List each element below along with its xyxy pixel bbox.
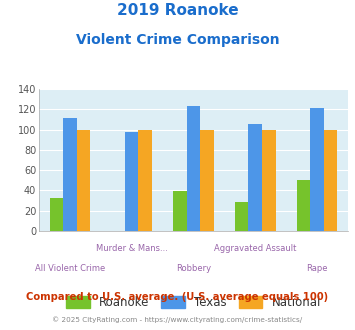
Legend: Roanoke, Texas, National: Roanoke, Texas, National (61, 291, 326, 313)
Bar (77, 130, 90, 231)
Text: 2019 Roanoke: 2019 Roanoke (117, 3, 238, 18)
Bar (324, 130, 337, 231)
Text: © 2025 CityRating.com - https://www.cityrating.com/crime-statistics/: © 2025 CityRating.com - https://www.city… (53, 317, 302, 323)
Text: Compared to U.S. average. (U.S. average equals 100): Compared to U.S. average. (U.S. average … (26, 292, 329, 302)
Bar (50, 198, 63, 231)
Bar (138, 130, 152, 231)
Bar (187, 106, 200, 231)
Bar (297, 180, 310, 231)
Text: All Violent Crime: All Violent Crime (35, 264, 105, 273)
Bar (262, 130, 275, 231)
Bar (173, 191, 187, 231)
Text: Aggravated Assault: Aggravated Assault (214, 244, 296, 253)
Text: Robbery: Robbery (176, 264, 211, 273)
Bar (200, 130, 214, 231)
Text: Murder & Mans...: Murder & Mans... (96, 244, 168, 253)
Text: Rape: Rape (306, 264, 328, 273)
Bar (235, 202, 248, 231)
Bar (125, 132, 138, 231)
Bar (248, 123, 262, 231)
Text: Violent Crime Comparison: Violent Crime Comparison (76, 33, 279, 47)
Bar (63, 118, 77, 231)
Bar (310, 108, 324, 231)
